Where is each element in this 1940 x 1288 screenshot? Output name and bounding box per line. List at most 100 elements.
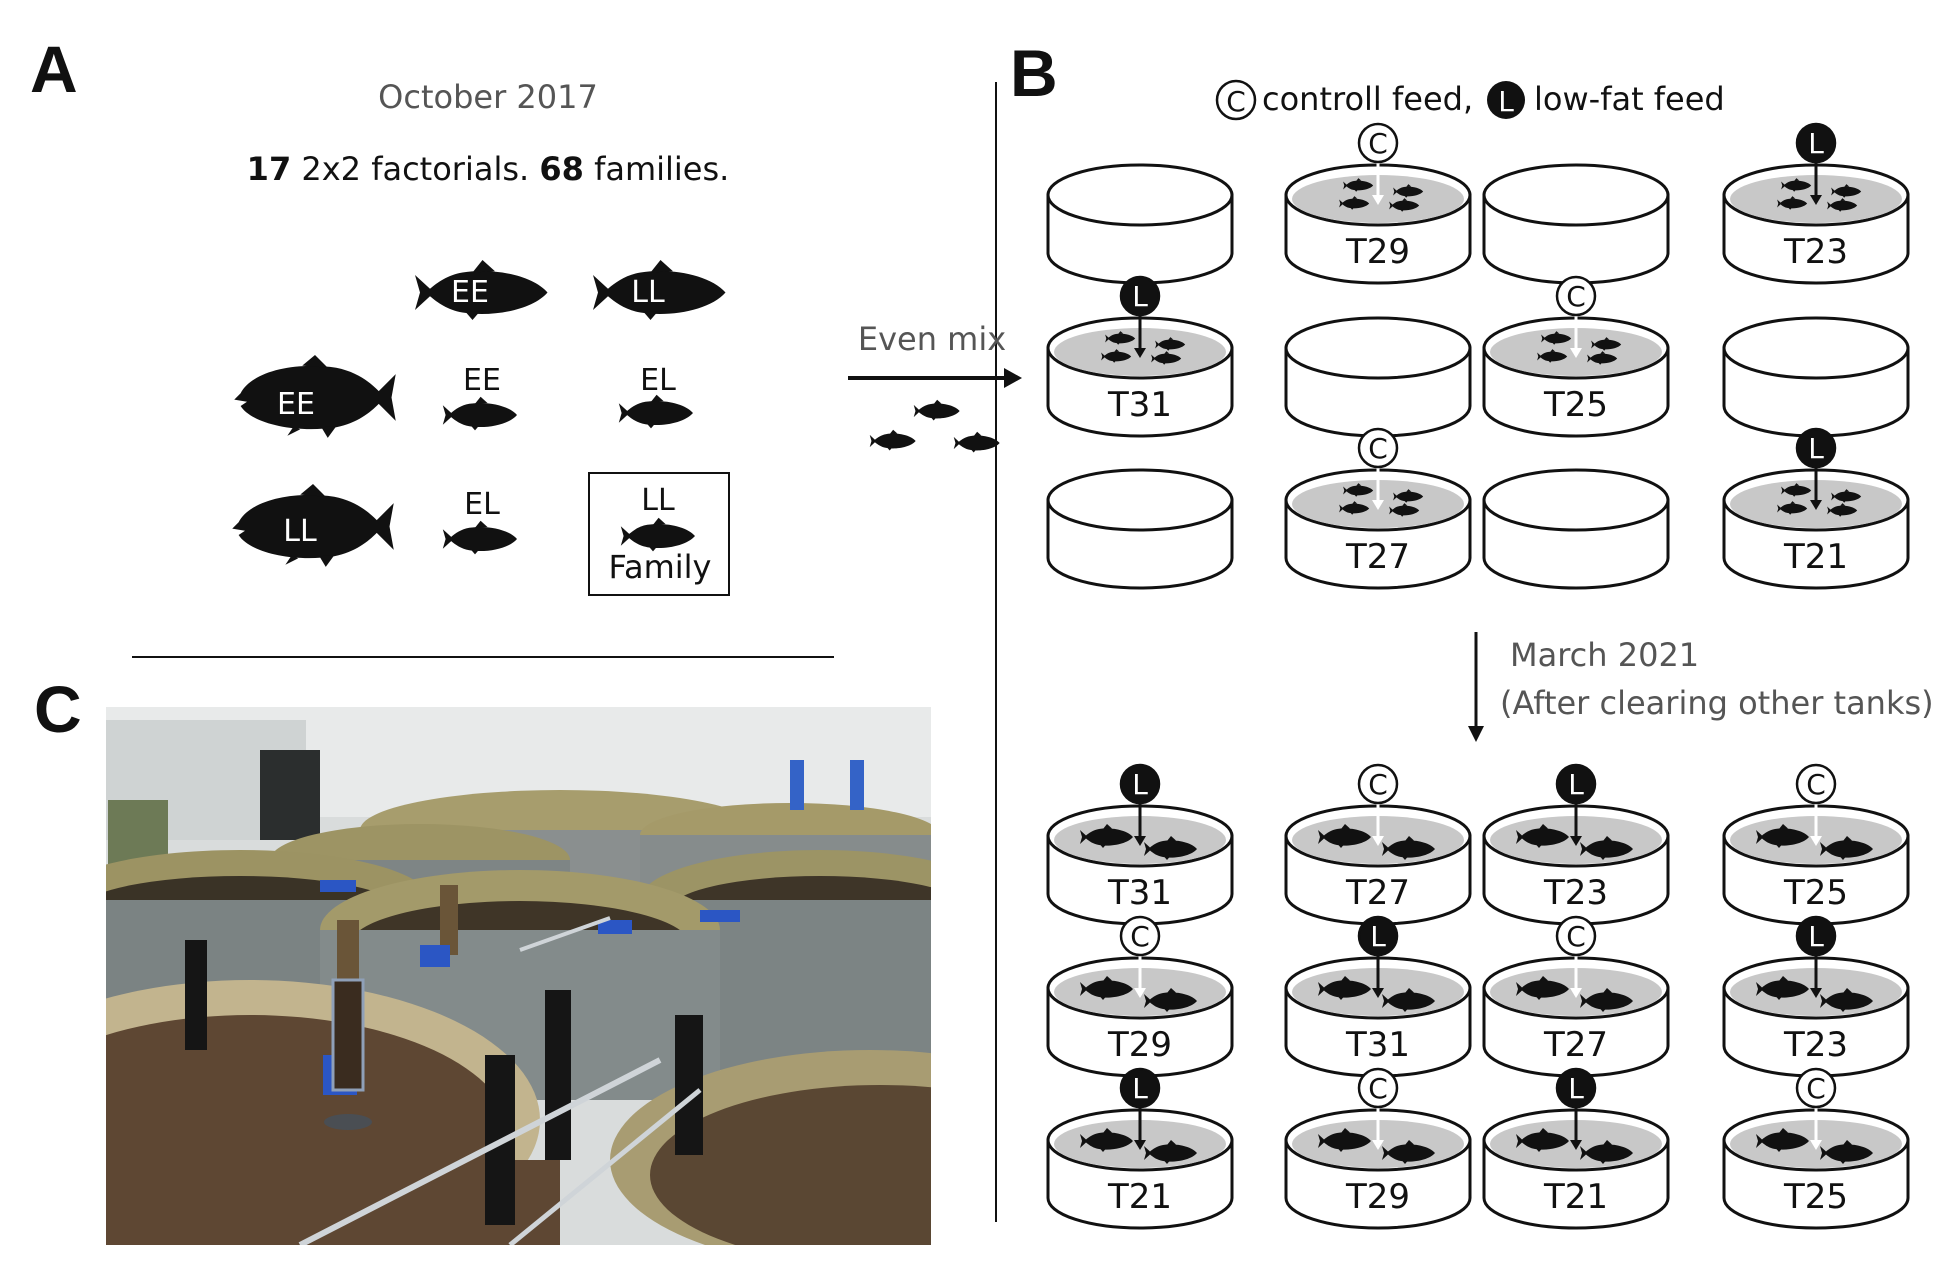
tank-label: T27: [1345, 873, 1410, 913]
legend-control-text: controll feed,: [1262, 80, 1473, 118]
tank-2017-r1-c4: L T23: [1722, 122, 1910, 285]
panel-letter-b: B: [1010, 36, 1058, 110]
lowfat-feed-icon: L: [1119, 763, 1161, 846]
lowfat-feed-icon: L: [1119, 1067, 1161, 1150]
lowfat-feed-icon: L: [1357, 915, 1399, 998]
lowfat-feed-icon: L: [1795, 427, 1837, 510]
tank-grid-2021: L T31 C T27 L T23 C T25 C T29 L T31 C T27 L T23 L T21 C T29…: [1046, 763, 1910, 1230]
tank-2021-r3-c4: C T25: [1722, 1067, 1910, 1230]
tank-2021-r1-c1: L T31: [1046, 763, 1234, 926]
lowfat-feed-icon: L: [1119, 275, 1161, 358]
cell-el-bottom: EL: [442, 487, 517, 555]
tank-label: T25: [1783, 873, 1848, 913]
lowfat-feed-icon: L: [1555, 1067, 1597, 1150]
lowfat-feed-icon: L: [1795, 122, 1837, 205]
legend-lowfat-text: low-fat feed: [1534, 80, 1725, 118]
tank-label: T25: [1543, 385, 1608, 425]
parent-fish-top-ee: EE: [415, 260, 548, 320]
control-feed-icon: C: [1119, 915, 1161, 998]
parent-left-ee-label: EE: [277, 387, 315, 422]
feed-symbol-letter: C: [1566, 280, 1586, 313]
tank-2017-r2-c4: [1722, 316, 1910, 438]
lowfat-feed-icon: L: [1795, 915, 1837, 998]
tank-label: T31: [1345, 1025, 1410, 1065]
transition-note: (After clearing other tanks): [1500, 684, 1934, 722]
svg-text:C: C: [1226, 85, 1246, 118]
fish-tank-facility-photo: [106, 707, 931, 1245]
tank-2017-r2-c2: [1284, 316, 1472, 438]
feed-symbol-letter: C: [1368, 768, 1388, 801]
tank-label: T29: [1345, 232, 1410, 272]
control-feed-icon: C: [1357, 1067, 1399, 1150]
cell-ee: EE: [442, 363, 517, 431]
tank-label: T25: [1783, 1177, 1848, 1217]
mix-fish-2: [869, 429, 916, 451]
tank-label: T23: [1783, 1025, 1848, 1065]
tank-label: T21: [1783, 537, 1848, 577]
tank-2021-r2-c2: L T31: [1284, 915, 1472, 1078]
panel-a-date: October 2017: [378, 78, 598, 116]
tank-label: T31: [1107, 385, 1172, 425]
lowfat-feed-icon: L: [1555, 763, 1597, 846]
svg-text:L: L: [1498, 85, 1514, 118]
feed-symbol-letter: L: [1808, 127, 1824, 160]
legend-lowfat-symbol: L: [1487, 81, 1525, 119]
control-feed-icon: C: [1357, 427, 1399, 510]
transition-date: March 2021: [1510, 636, 1699, 674]
family-box-label: Family: [609, 548, 712, 586]
factorials-text: 2x2 factorials.: [291, 150, 539, 188]
cell-el-bottom-label: EL: [464, 487, 500, 522]
tank-2017-r2-c1: L T31: [1046, 275, 1234, 438]
tank-2017-r3-c3: [1482, 468, 1670, 590]
tank-2021-r3-c3: L T21: [1482, 1067, 1670, 1230]
feed-symbol-letter: C: [1806, 768, 1826, 801]
parent-top-ll-label: LL: [631, 275, 665, 310]
panel-a-summary: 17 2x2 factorials. 68 families.: [247, 150, 730, 188]
tank-label: T21: [1107, 1177, 1172, 1217]
tank-2017-r1-c1: [1046, 163, 1234, 285]
feed-symbol-letter: L: [1808, 432, 1824, 465]
tank-grid-2017: C T29 L T23 L T31 C T25 C T27 L T21: [1046, 122, 1910, 590]
tank-2017-r3-c4: L T21: [1722, 427, 1910, 590]
control-feed-icon: C: [1555, 915, 1597, 998]
parent-top-ee-label: EE: [451, 275, 489, 310]
n-factorials: 17: [247, 150, 292, 188]
tank-2021-r2-c4: L T23: [1722, 915, 1910, 1078]
tank-2017-r3-c1: [1046, 468, 1234, 590]
control-feed-icon: C: [1357, 763, 1399, 846]
control-feed-icon: C: [1555, 275, 1597, 358]
panel-letter-c: C: [34, 672, 82, 746]
control-feed-icon: C: [1795, 1067, 1837, 1150]
feed-symbol-letter: L: [1568, 1072, 1584, 1105]
feed-symbol-letter: L: [1370, 920, 1386, 953]
tank-label: T23: [1543, 873, 1608, 913]
tank-2021-r2-c3: C T27: [1482, 915, 1670, 1078]
tank-label: T21: [1543, 1177, 1608, 1217]
feed-symbol-letter: C: [1368, 1072, 1388, 1105]
tank-label: T27: [1543, 1025, 1608, 1065]
mix-fish-3: [953, 431, 1000, 453]
tank-2017-r1-c3: [1482, 163, 1670, 285]
parent-fish-top-ll: LL: [593, 260, 726, 320]
tank-label: T29: [1345, 1177, 1410, 1217]
feed-symbol-letter: L: [1132, 768, 1148, 801]
feed-symbol-letter: L: [1808, 920, 1824, 953]
tank-2021-r1-c3: L T23: [1482, 763, 1670, 926]
tank-2021-r3-c1: L T21: [1046, 1067, 1234, 1230]
feed-symbol-letter: C: [1566, 920, 1586, 953]
tank-2021-r2-c1: C T29: [1046, 915, 1234, 1078]
parent-fish-left-ee: EE: [234, 355, 396, 438]
cell-el-top-label: EL: [640, 363, 676, 398]
feed-symbol-letter: L: [1132, 1072, 1148, 1105]
mix-fish-1: [913, 399, 960, 421]
feed-symbol-letter: L: [1568, 768, 1584, 801]
even-mix-label: Even mix: [858, 320, 1006, 358]
cell-ll-label: LL: [641, 483, 675, 518]
tank-2021-r1-c2: C T27: [1284, 763, 1472, 926]
tank-label: T23: [1783, 232, 1848, 272]
tank-2017-r1-c2: C T29: [1284, 122, 1472, 285]
legend-control-symbol: C: [1215, 79, 1257, 121]
cell-ee-label: EE: [463, 363, 501, 398]
tank-2021-r1-c4: C T25: [1722, 763, 1910, 926]
